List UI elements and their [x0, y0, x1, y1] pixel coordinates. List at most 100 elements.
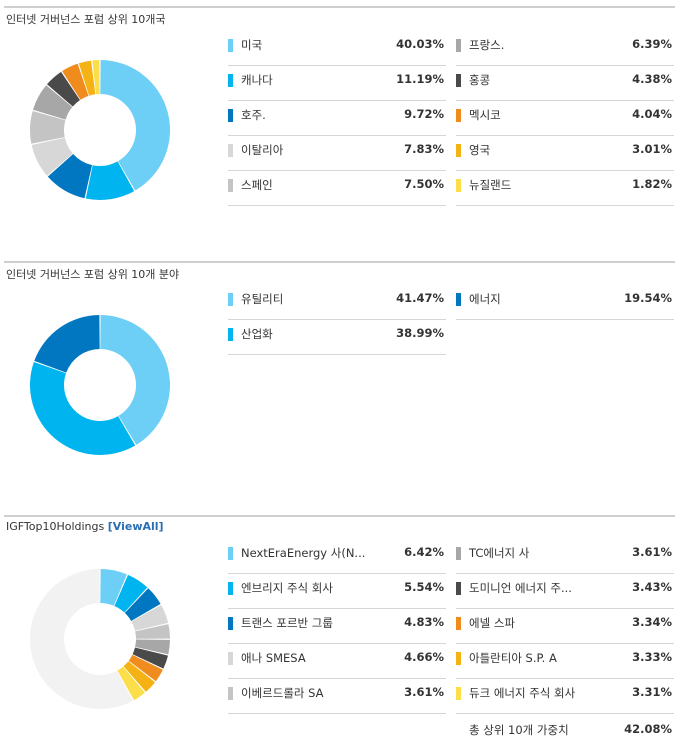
legend-swatch	[228, 617, 233, 630]
donut-slice-6	[135, 639, 170, 655]
legend-value: 3.33%	[632, 650, 672, 664]
donut-slice-4	[131, 605, 169, 631]
legend-swatch	[456, 687, 461, 700]
legend-label: 미국	[241, 38, 263, 52]
legend-value: 7.83%	[404, 142, 444, 156]
legend-swatch	[456, 39, 461, 52]
legend-value: 3.43%	[632, 580, 672, 594]
holdings-donut-chart	[29, 569, 170, 709]
legend-swatch	[456, 109, 461, 122]
legend-swatch	[456, 74, 461, 87]
legend-value: 4.83%	[404, 615, 444, 629]
legend-swatch	[228, 293, 233, 306]
sectors-legend-right: 에너지 19.54%	[456, 285, 674, 320]
legend-swatch	[456, 293, 461, 306]
donut-slice-1	[100, 60, 171, 191]
legend-label: 듀크 에너지 주식 회사	[469, 686, 576, 700]
donut-slice-3	[34, 315, 100, 373]
legend-item: 유틸리티 41.47%	[228, 285, 446, 320]
legend-value: 5.54%	[404, 580, 444, 594]
legend-swatch	[456, 617, 461, 630]
donut-slice-3	[124, 588, 161, 621]
legend-item: 에넬 스파 3.34%	[456, 609, 674, 644]
legend-swatch	[456, 652, 461, 665]
legend-item: 애나 SMESA 4.66%	[228, 644, 446, 679]
donut-slice-7	[132, 647, 169, 669]
legend-item: 엔브리지 주식 회사 5.54%	[228, 574, 446, 609]
top10-holdings-section: IGFTop10Holdings [ViewAll] NextEraEnergy…	[0, 515, 683, 743]
legend-item: 미국 40.03%	[228, 31, 446, 66]
legend-value: 3.31%	[632, 685, 672, 699]
legend-item: 홍콩 4.38%	[456, 66, 674, 101]
donut-slice-9	[78, 60, 96, 96]
legend-value: 11.19%	[396, 72, 444, 86]
legend-label: 뉴질랜드	[469, 178, 512, 192]
sectors-legend-left: 유틸리티 41.47% 산업화 38.99%	[228, 285, 446, 355]
donut-slice-2	[85, 161, 135, 201]
legend-swatch	[228, 582, 233, 595]
donut-slice-1	[100, 569, 127, 606]
legend-item: 에너지 19.54%	[456, 285, 674, 320]
holdings-title: IGFTop10Holdings	[6, 520, 105, 533]
section-title: IGFTop10Holdings [ViewAll]	[6, 520, 164, 533]
legend-label: 스페인	[241, 178, 273, 192]
legend-value: 6.39%	[632, 37, 672, 51]
legend-swatch	[228, 547, 233, 560]
legend-value: 38.99%	[396, 326, 444, 340]
legend-item: 프랑스. 6.39%	[456, 31, 674, 66]
legend-label: 호주.	[241, 108, 266, 122]
legend-item: 이탈리아 7.83%	[228, 136, 446, 171]
legend-swatch	[228, 652, 233, 665]
top10-sectors-section: 인터넷 거버넌스 포럼 상위 10개 분야 유틸리티 41.47% 산업화 38.99…	[0, 261, 683, 491]
holdings-legend-left: NextEraEnergy 사(N... 6.42% 엔브리지 주식 회사 5.54%…	[228, 539, 446, 714]
legend-item: 영국 3.01%	[456, 136, 674, 171]
donut-slice-10	[117, 666, 145, 701]
donut-slice-9	[123, 661, 156, 692]
legend-item: 산업화 38.99%	[228, 320, 446, 355]
donut-slice-3	[47, 153, 93, 199]
legend-label: 유틸리티	[241, 292, 284, 306]
total-weight-row: 총 상위 10개 가중치 42.08%	[456, 714, 674, 744]
legend-value: 4.38%	[632, 72, 672, 86]
legend-label: 영국	[469, 143, 491, 157]
legend-item: 트랜스 포르반 그룹 4.83%	[228, 609, 446, 644]
legend-item: 뉴질랜드 1.82%	[456, 171, 674, 206]
section-title: 인터넷 거버넌스 포럼 상위 10개 분야	[6, 268, 180, 281]
donut-slice-2	[30, 362, 136, 455]
countries-donut-chart	[29, 60, 171, 201]
legend-swatch	[228, 687, 233, 700]
legend-item: 멕시코 4.04%	[456, 101, 674, 136]
legend-swatch	[228, 179, 233, 192]
holdings-legend-right: TC에너지 사 3.61% 도미니언 에너지 주... 3.43% 에넬 스파 3.34%…	[456, 539, 674, 744]
donut-slice-10	[92, 60, 100, 95]
sectors-donut-chart	[30, 315, 170, 455]
donut-slice-2	[114, 574, 148, 613]
legend-swatch	[456, 582, 461, 595]
legend-swatch	[228, 39, 233, 52]
donut-slice-8	[62, 63, 89, 100]
donut-slice-6	[32, 85, 73, 120]
legend-swatch	[228, 109, 233, 122]
legend-label: 홍콩	[469, 73, 491, 87]
legend-swatch	[456, 547, 461, 560]
section-divider	[4, 6, 675, 8]
view-all-link[interactable]: [ViewAll]	[107, 520, 164, 533]
donut-slice-1	[100, 315, 170, 445]
legend-label: 에넬 스파	[469, 616, 515, 630]
legend-value: 40.03%	[396, 37, 444, 51]
legend-label: NextEraEnergy 사(N...	[241, 546, 366, 560]
legend-swatch	[228, 74, 233, 87]
countries-legend-right: 프랑스. 6.39% 홍콩 4.38% 멕시코 4.04% 영국 3.01% 뉴질랜드 1.82%	[456, 31, 674, 206]
legend-label: 아틀란티아 S.P. A	[469, 651, 557, 665]
donut-slice-8	[128, 654, 163, 682]
legend-label: 애나 SMESA	[241, 651, 306, 665]
legend-label: 트랜스 포르반 그룹	[241, 616, 333, 630]
legend-value: 4.66%	[404, 650, 444, 664]
legend-value: 3.01%	[632, 142, 672, 156]
legend-item: NextEraEnergy 사(N... 6.42%	[228, 539, 446, 574]
legend-value: 4.04%	[632, 107, 672, 121]
legend-value: 6.42%	[404, 545, 444, 559]
legend-label: 이베르드롤라 SA	[241, 686, 324, 700]
total-weight-label: 총 상위 10개 가중치	[469, 723, 569, 737]
legend-label: 캐나다	[241, 73, 273, 87]
